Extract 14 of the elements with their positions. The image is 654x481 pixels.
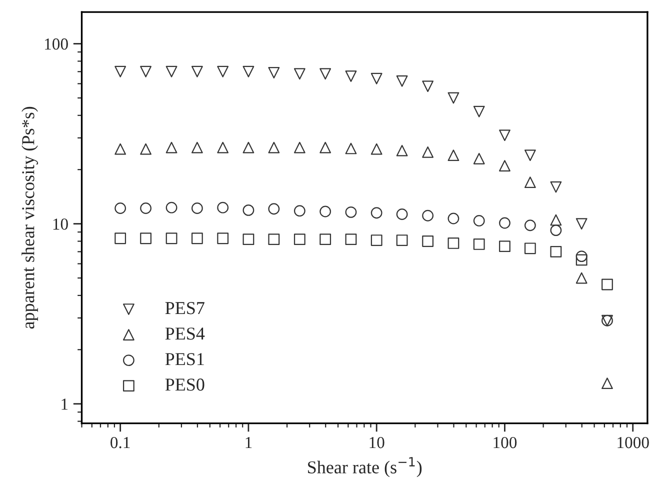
y-axis-title: apparent shear viscosity (Ps*s) xyxy=(22,106,38,329)
y-tick-label: 100 xyxy=(45,38,68,50)
x-tick-label: 1000 xyxy=(618,436,649,448)
legend-label: PES4 xyxy=(165,328,205,340)
y-tick-label: 1 xyxy=(62,398,68,410)
legend-label: PES7 xyxy=(165,302,204,314)
x-tick-label: 0.1 xyxy=(110,436,130,448)
legend-label: PES1 xyxy=(165,353,204,366)
y-tick-label: 10 xyxy=(53,218,68,230)
x-tick-label: 10 xyxy=(370,436,384,448)
x-tick-label: 1 xyxy=(246,437,252,448)
x-tick-label: 100 xyxy=(494,436,517,448)
legend-label: PES0 xyxy=(165,378,204,391)
x-axis-title: Shear rate (s$^{−1}$) xyxy=(308,457,422,478)
